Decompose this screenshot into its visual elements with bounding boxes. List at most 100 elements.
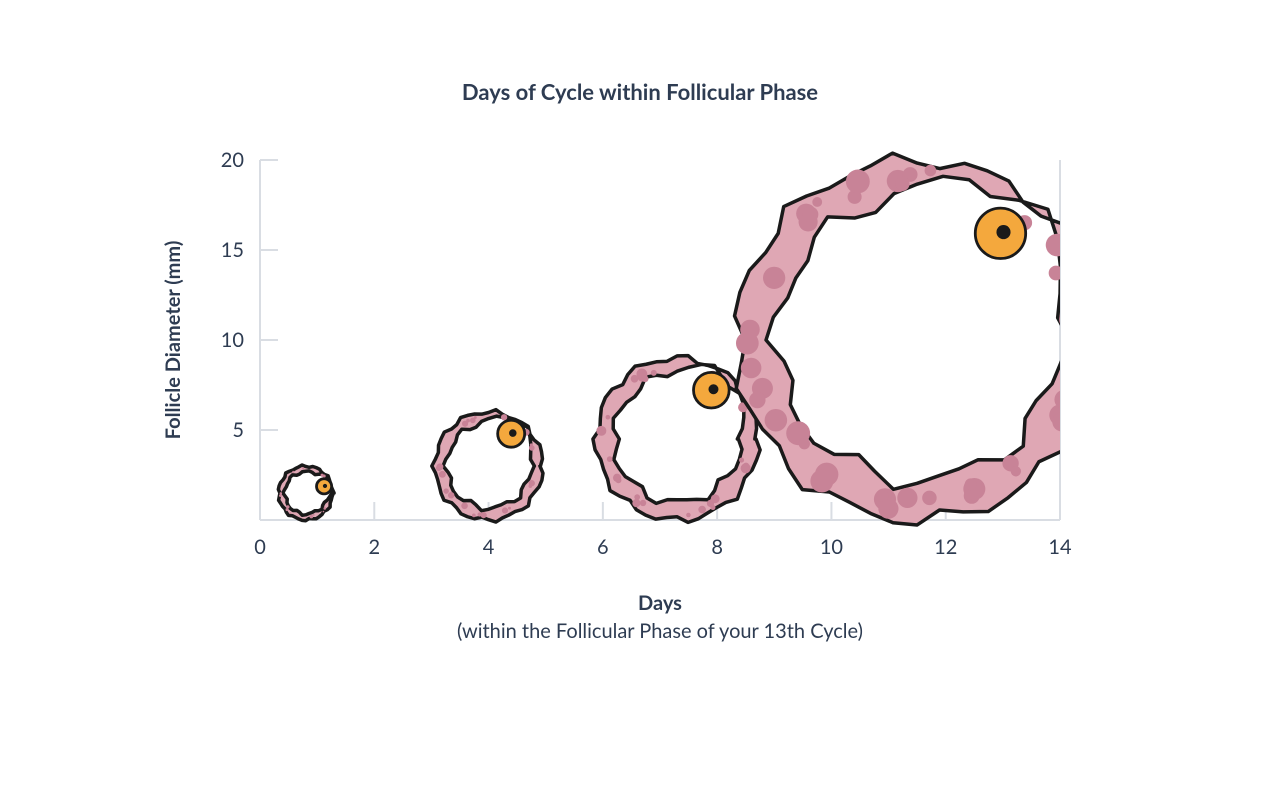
follicle-spot [607,456,613,462]
follicle-spot [286,508,289,511]
follicle-spot [474,416,477,419]
oocyte-nucleus [323,484,327,488]
x-tick-label: 4 [483,535,495,559]
chart-container: Days of Cycle within Follicular Phase 0 2 4… [0,0,1280,800]
follicle-spot [279,494,282,497]
follicle-spot [743,463,749,469]
y-tick-label: 20 [221,148,244,172]
follicle-spot [472,514,476,518]
follicle-spot [1066,298,1077,309]
follicle-spot [631,375,639,383]
follicle [432,410,543,522]
follicle-spot [686,513,691,518]
follicle-spot [286,505,289,508]
follicle-spot [313,514,315,516]
follicle [593,356,760,523]
follicle-spot [481,512,487,518]
follicle-spot [502,507,508,513]
follicle-spot [1066,354,1078,366]
follicle-spot [698,506,706,514]
follicle-spot [641,377,646,382]
follicle-spot [1069,350,1081,362]
follicle-spot [634,494,640,500]
follicle-spot [1054,390,1074,410]
x-tick-label: 10 [820,535,843,559]
follicle-ring [593,356,760,523]
follicle-spot [651,370,657,376]
follicle-spot [323,475,326,478]
follicle-spot [606,415,611,420]
follicle-spot [1059,310,1078,329]
follicle-spot [530,443,533,446]
follicle-spot [461,502,468,509]
follicle-spot [739,458,744,463]
chart-title: Days of Cycle within Follicular Phase [462,78,818,105]
follicle-spot [1052,412,1071,431]
x-tick-label: 0 [254,535,266,559]
follicle-spot [736,332,759,355]
follicle-spot [1011,466,1021,476]
follicle-spot [765,409,788,432]
follicle-spot [1071,372,1088,389]
follicle-spot [596,426,606,436]
follicle-spot [846,170,870,194]
follicle-spot [436,463,443,470]
follicle-spot [895,177,909,191]
follicle-spot [1067,267,1087,287]
follicle-spot [292,471,294,473]
follicle-spot [1049,266,1064,281]
follicles-group [278,153,1106,525]
x-tick-label: 2 [368,535,380,559]
follicle-spot [802,206,818,222]
oocyte-nucleus [509,429,517,437]
follicle-spot [501,414,507,420]
follicle-spot [310,515,314,519]
follicle-spot [289,512,291,514]
follicle-spot [763,267,785,289]
follicle-spot [439,471,446,478]
follicle-spot [443,488,448,493]
follicle-spot [448,492,455,499]
x-tick-label: 14 [1048,535,1072,559]
x-tick-label: 8 [711,535,723,559]
follicle-spot [1046,234,1069,257]
follicle-spot [711,494,720,503]
follicle-spot [280,492,283,495]
follicle-spot [508,507,511,510]
x-axis-sublabel: (within the Follicular Phase of your 13t… [457,619,863,643]
y-tick-label: 10 [221,328,244,352]
follicle-spot [302,467,304,469]
follicle-spot [632,499,640,507]
follicle [735,153,1107,525]
follicle-spot [615,477,621,483]
follicle-spot [749,392,765,408]
chart-svg: Days of Cycle within Follicular Phase 0 2 4… [0,0,1280,800]
follicle-spot [741,358,762,379]
follicle-spot [799,438,810,449]
follicle-spot [1068,281,1091,304]
follicle-spot [925,165,937,177]
y-tick-label: 15 [221,238,244,262]
follicle-spot [1059,269,1073,283]
follicle-spot [812,197,822,207]
follicle-ring [432,410,543,522]
y-tick-label: 5 [232,418,244,442]
y-axis-label: Follicle Diameter (mm) [161,241,185,440]
follicle-ring [735,153,1107,525]
follicle [278,465,334,521]
follicle-spot [897,488,917,508]
follicle-spot [965,478,977,490]
follicle-spot [641,372,648,379]
x-axis-label: Days [638,591,682,615]
follicle-spot [462,421,468,427]
x-tick-label: 12 [934,535,957,559]
follicle-spot [323,511,325,513]
follicle-spot [810,470,833,493]
oocyte-nucleus [996,225,1010,239]
follicle-spot [323,507,326,510]
follicle-spot [640,500,646,506]
follicle-spot [922,491,937,506]
follicle-spot [877,490,889,502]
oocyte-nucleus [708,384,718,394]
x-tick-label: 6 [597,535,609,559]
